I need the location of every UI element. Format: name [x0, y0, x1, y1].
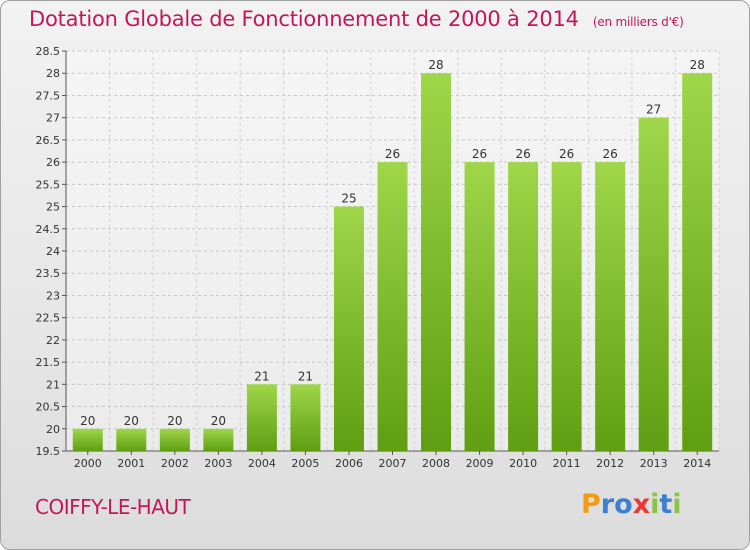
data-label: 25 — [341, 192, 356, 206]
bar-2004[interactable] — [246, 384, 277, 451]
x-tick-label: 2010 — [509, 457, 537, 470]
bar-2003[interactable] — [203, 428, 234, 451]
logo-letter: P — [581, 489, 601, 520]
y-tick-label: 19.5 — [36, 445, 61, 458]
bar-2008[interactable] — [421, 73, 452, 451]
data-label: 26 — [472, 147, 487, 161]
x-tick-label: 2000 — [74, 457, 102, 470]
bar-2002[interactable] — [159, 428, 190, 451]
logo-letter: t — [659, 489, 673, 520]
labels: 2000 20 2001 20 2002 20 2003 20 2004 21 2005 21 2006… — [74, 58, 711, 470]
x-tick-label: 2005 — [291, 457, 319, 470]
x-tick-label: 2003 — [204, 457, 232, 470]
y-tick-label: 21 — [46, 378, 60, 391]
bar-2010[interactable] — [508, 162, 539, 451]
x-tick-label: 2006 — [335, 457, 363, 470]
x-tick-label: 2009 — [466, 457, 494, 470]
logo-letter: x — [632, 489, 651, 520]
x-tick-label: 2004 — [248, 457, 276, 470]
logo-letter: r — [600, 489, 615, 520]
y-tick-label: 23.5 — [36, 267, 61, 280]
x-tick-label: 2001 — [117, 457, 145, 470]
bar-2007[interactable] — [377, 162, 408, 451]
chart-title: Dotation Globale de Fonctionnement de 20… — [29, 7, 684, 31]
y-tick-label: 28 — [46, 67, 60, 80]
logo-letter: i — [650, 489, 660, 520]
y-tick-label: 22 — [46, 334, 60, 347]
y-tick-label: 26 — [46, 156, 60, 169]
data-label: 26 — [603, 147, 618, 161]
data-label: 27 — [646, 103, 661, 117]
y-tick-label: 27.5 — [36, 89, 61, 102]
x-tick-label: 2012 — [596, 457, 624, 470]
bar-2011[interactable] — [551, 162, 582, 451]
bar-2001[interactable] — [116, 428, 147, 451]
y-tick-label: 23 — [46, 289, 60, 302]
data-label: 20 — [211, 414, 226, 428]
y-tick-label: 22.5 — [36, 312, 61, 325]
bar-2013[interactable] — [638, 117, 669, 452]
bar-2014[interactable] — [682, 73, 713, 451]
x-tick-label: 2007 — [379, 457, 407, 470]
x-tick-label: 2002 — [161, 457, 189, 470]
data-label: 26 — [515, 147, 530, 161]
x-tick-label: 2013 — [640, 457, 668, 470]
data-label: 26 — [559, 147, 574, 161]
y-tick-label: 21.5 — [36, 356, 61, 369]
proxiti-logo[interactable]: Proxiti — [581, 489, 682, 520]
logo-letter: i — [672, 489, 682, 520]
data-label: 20 — [124, 414, 139, 428]
data-label: 28 — [690, 58, 705, 72]
x-tick-label: 2014 — [683, 457, 711, 470]
commune-name: COIFFY-LE-HAUT — [35, 495, 191, 519]
data-label: 21 — [298, 369, 313, 383]
title-text: Dotation Globale de Fonctionnement de 20… — [29, 7, 579, 31]
bar-2012[interactable] — [595, 162, 626, 451]
y-tick-label: 25.5 — [36, 178, 61, 191]
y-tick-label: 24 — [46, 245, 60, 258]
y-tick-label: 25 — [46, 201, 60, 214]
data-label: 26 — [385, 147, 400, 161]
data-label: 20 — [80, 414, 95, 428]
y-tick-label: 26.5 — [36, 134, 61, 147]
y-tick-label: 20 — [46, 423, 60, 436]
unit-label: (en milliers d'€) — [592, 15, 684, 29]
bar-2009[interactable] — [464, 162, 495, 451]
data-label: 20 — [167, 414, 182, 428]
bar-2000[interactable] — [72, 428, 103, 451]
data-label: 21 — [254, 369, 269, 383]
y-tick-label: 20.5 — [36, 401, 61, 414]
bars — [72, 73, 713, 452]
x-tick-label: 2011 — [553, 457, 581, 470]
x-tick-label: 2008 — [422, 457, 450, 470]
logo-letter: o — [614, 489, 633, 520]
bar-2006[interactable] — [333, 206, 364, 451]
y-tick-label: 24.5 — [36, 223, 61, 236]
y-tick-label: 28.5 — [36, 45, 61, 58]
bar-2005[interactable] — [290, 384, 321, 451]
y-tick-label: 27 — [46, 112, 60, 125]
data-label: 28 — [428, 58, 443, 72]
